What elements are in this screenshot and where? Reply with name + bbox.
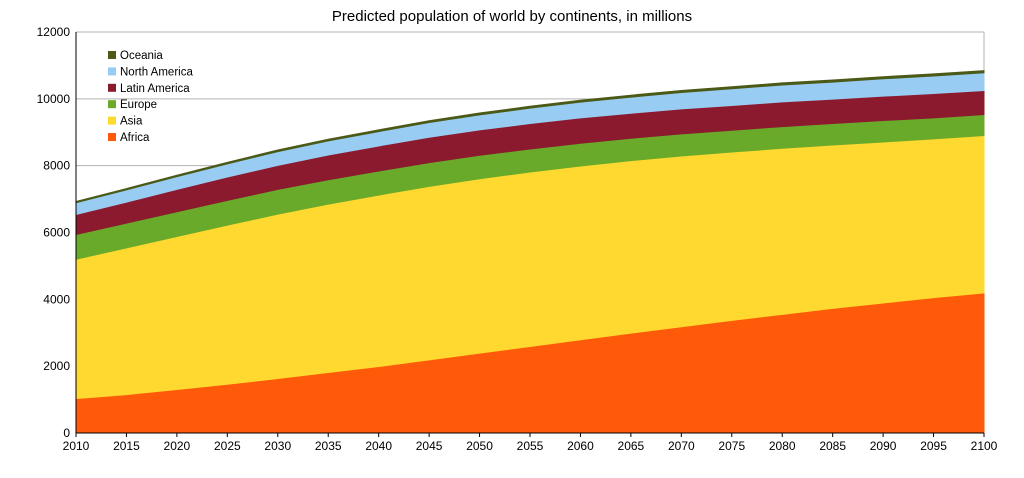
x-tick-label: 2010	[63, 439, 90, 453]
legend-label-oceania: Oceania	[120, 50, 163, 62]
x-tick-labels: 2010 2015 2020 2025 2030 2035 2040 2045 2050 2055…	[63, 439, 998, 453]
legend-swatch-europe	[108, 100, 116, 109]
x-tick-label: 2050	[466, 439, 493, 453]
x-tick-label: 2090	[870, 439, 897, 453]
legend-swatch-africa	[108, 133, 116, 141]
legend-swatch-oceania	[108, 51, 116, 59]
legend-label-north-america: North America	[120, 66, 193, 78]
legend-label-asia: Asia	[120, 116, 143, 128]
x-tick-label: 2015	[113, 439, 140, 453]
x-tick-label: 2040	[365, 439, 392, 453]
x-tick-label: 2095	[920, 439, 947, 453]
x-tick-label: 2100	[971, 439, 998, 453]
chart-title: Predicted population of world by contine…	[332, 8, 692, 25]
x-tick-label: 2035	[315, 439, 342, 453]
axes	[75, 32, 985, 437]
y-tick-label: 0	[63, 426, 70, 440]
x-tick-label: 2020	[164, 439, 191, 453]
y-tick-label: 6000	[43, 226, 70, 240]
x-tick-label: 2080	[769, 439, 796, 453]
x-tick-label: 2070	[668, 439, 695, 453]
x-tick-label: 2085	[819, 439, 846, 453]
x-tick-label: 2060	[567, 439, 594, 453]
y-tick-labels: 0 2000 4000 6000 8000 10000 12000	[37, 25, 71, 440]
y-tick-label: 2000	[43, 359, 70, 373]
legend-label-europe: Europe	[120, 99, 157, 111]
x-tick-label: 2075	[718, 439, 745, 453]
y-tick-label: 12000	[37, 25, 71, 39]
legend-swatch-north-america	[108, 67, 116, 76]
legend-swatch-latin-america	[108, 83, 116, 92]
x-tick-label: 2030	[264, 439, 291, 453]
y-tick-label: 10000	[37, 92, 71, 106]
legend: Oceania North America Latin America Europe A…	[108, 50, 193, 144]
y-tick-label: 8000	[43, 159, 70, 173]
y-tick-label: 4000	[43, 292, 70, 306]
x-tick-label: 2065	[618, 439, 645, 453]
area-oceania	[75, 70, 985, 204]
x-tick-label: 2045	[416, 439, 443, 453]
legend-swatch-asia	[108, 116, 116, 125]
x-tick-label: 2025	[214, 439, 241, 453]
area-series	[75, 70, 985, 434]
legend-label-africa: Africa	[120, 132, 150, 144]
legend-label-latin-america: Latin America	[120, 83, 190, 95]
x-tick-label: 2055	[517, 439, 544, 453]
